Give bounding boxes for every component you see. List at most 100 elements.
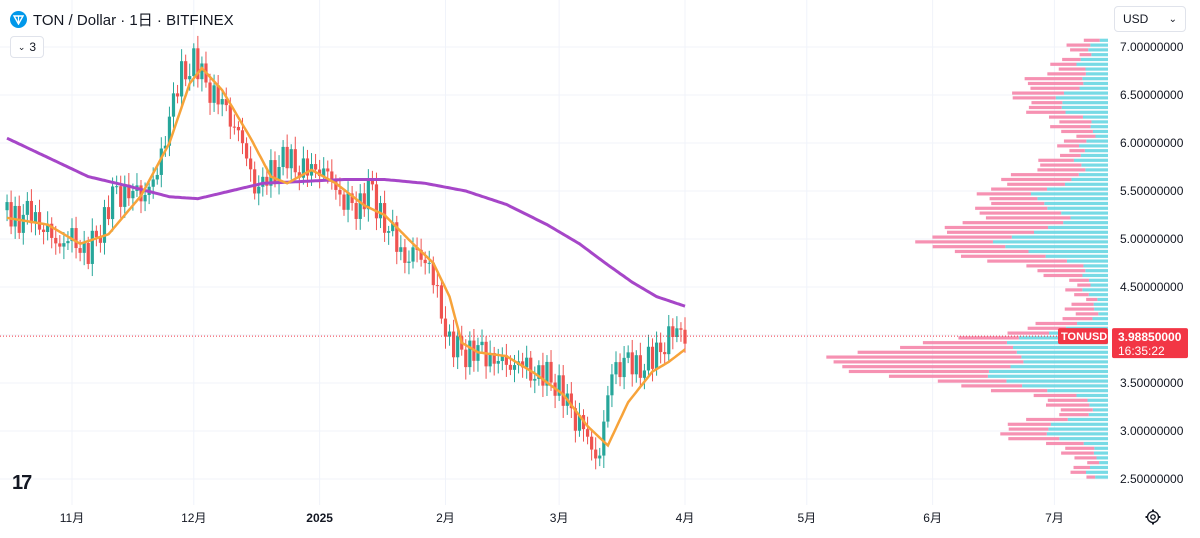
volume-bar <box>1080 153 1108 158</box>
volume-bar <box>1062 101 1108 105</box>
volume-bar <box>1007 331 1050 335</box>
time-tick-label: 2025 <box>306 511 333 525</box>
candle-body <box>25 200 29 215</box>
candle-body <box>634 355 638 375</box>
candle-body <box>5 202 9 211</box>
candle-body <box>86 243 90 264</box>
candle-body <box>431 262 435 286</box>
volume-bar <box>1093 451 1108 455</box>
volume-bar <box>1037 269 1086 273</box>
candle-body <box>504 355 508 365</box>
volume-bar <box>1077 321 1108 326</box>
moving-averages <box>6 66 686 448</box>
candle-body <box>642 370 647 378</box>
volume-profile <box>826 38 1108 479</box>
volume-bar <box>1055 96 1108 100</box>
volume-bar <box>1047 398 1088 402</box>
candle-body <box>675 328 679 337</box>
volume-bar <box>961 384 1023 388</box>
volume-bar <box>1082 273 1108 278</box>
volume-bar <box>1046 441 1084 446</box>
ticker-label: TONUSD <box>1061 331 1107 343</box>
volume-bar <box>1066 259 1108 263</box>
candle-body <box>439 285 444 319</box>
volume-bar <box>900 345 1014 350</box>
grid <box>0 0 1108 505</box>
volume-bar <box>944 225 1049 230</box>
volume-bar <box>1091 53 1108 57</box>
volume-bar <box>1007 182 1065 186</box>
candle-body <box>244 143 249 159</box>
volume-bar <box>1095 134 1108 138</box>
candle-body <box>529 357 533 381</box>
settings-gear-icon[interactable] <box>1144 508 1162 526</box>
volume-bar <box>1087 398 1108 402</box>
chevron-down-icon: ⌄ <box>1168 13 1177 25</box>
candle-body <box>46 223 50 233</box>
volume-bar <box>1005 245 1108 249</box>
candle-body <box>512 365 517 370</box>
candle-body <box>525 357 529 368</box>
candle-body <box>447 331 452 337</box>
candle-body <box>630 352 634 375</box>
price-tick-label: 6.00000000 <box>1120 136 1184 150</box>
candle-body <box>435 285 439 287</box>
price-badge <box>1112 328 1188 359</box>
candle-body <box>488 352 492 367</box>
volume-bar <box>962 221 1064 225</box>
currency-value: USD <box>1123 12 1149 26</box>
volume-bar <box>1063 139 1087 143</box>
ticker-badge <box>1058 328 1108 345</box>
volume-bar <box>1057 144 1080 148</box>
volume-bar <box>1078 173 1108 177</box>
volume-bar <box>1095 475 1108 479</box>
volume-bar <box>937 379 1007 383</box>
volume-bar <box>1026 417 1068 422</box>
volume-bar <box>1076 393 1108 398</box>
volume-bar <box>1037 197 1108 201</box>
indicators-toggle[interactable]: ⌄ 3 <box>10 36 44 58</box>
volume-bar <box>1070 470 1087 474</box>
volume-bar <box>1011 235 1108 239</box>
volume-bar <box>1080 57 1108 62</box>
candle-body <box>78 248 82 253</box>
price-tick-label: 7.00000000 <box>1120 40 1184 54</box>
volume-bar <box>987 374 1108 378</box>
volume-bar <box>1060 153 1081 158</box>
currency-select[interactable]: USD ⌄ <box>1114 6 1186 32</box>
volume-bar <box>1086 470 1108 474</box>
volume-bar <box>1083 441 1108 446</box>
candle-body <box>297 172 301 178</box>
candle-body <box>354 203 358 219</box>
candle-body <box>220 99 224 105</box>
volume-bar <box>1048 225 1108 230</box>
volume-bar <box>960 254 1046 258</box>
candle-body <box>610 374 614 396</box>
chart-header: TON / Dollar · 1日 · BITFINEX <box>10 9 234 29</box>
candle-body <box>192 48 196 77</box>
countdown-label: 16:35:22 <box>1118 344 1165 358</box>
volume-bar <box>1035 321 1078 326</box>
volume-bar <box>1066 43 1091 47</box>
volume-bar <box>988 369 1108 374</box>
candle-body <box>541 365 545 386</box>
volume-bar <box>1076 62 1108 66</box>
volume-bar <box>1097 297 1108 302</box>
candle-body <box>626 352 630 358</box>
volume-bar <box>1021 355 1108 359</box>
volume-bar <box>1074 456 1097 460</box>
volume-bar <box>1061 451 1094 455</box>
volume-bar <box>1086 475 1096 479</box>
time-tick-label: 4月 <box>676 511 695 525</box>
candle-body <box>123 184 127 207</box>
volume-bar <box>1030 192 1108 196</box>
volume-bar <box>1027 326 1067 330</box>
candle-body <box>151 179 155 187</box>
candle-body <box>127 184 131 199</box>
volume-bar <box>1085 269 1108 273</box>
candle-body <box>74 228 78 249</box>
time-tick-label: 6月 <box>923 511 942 525</box>
volume-bar <box>1008 437 1060 441</box>
